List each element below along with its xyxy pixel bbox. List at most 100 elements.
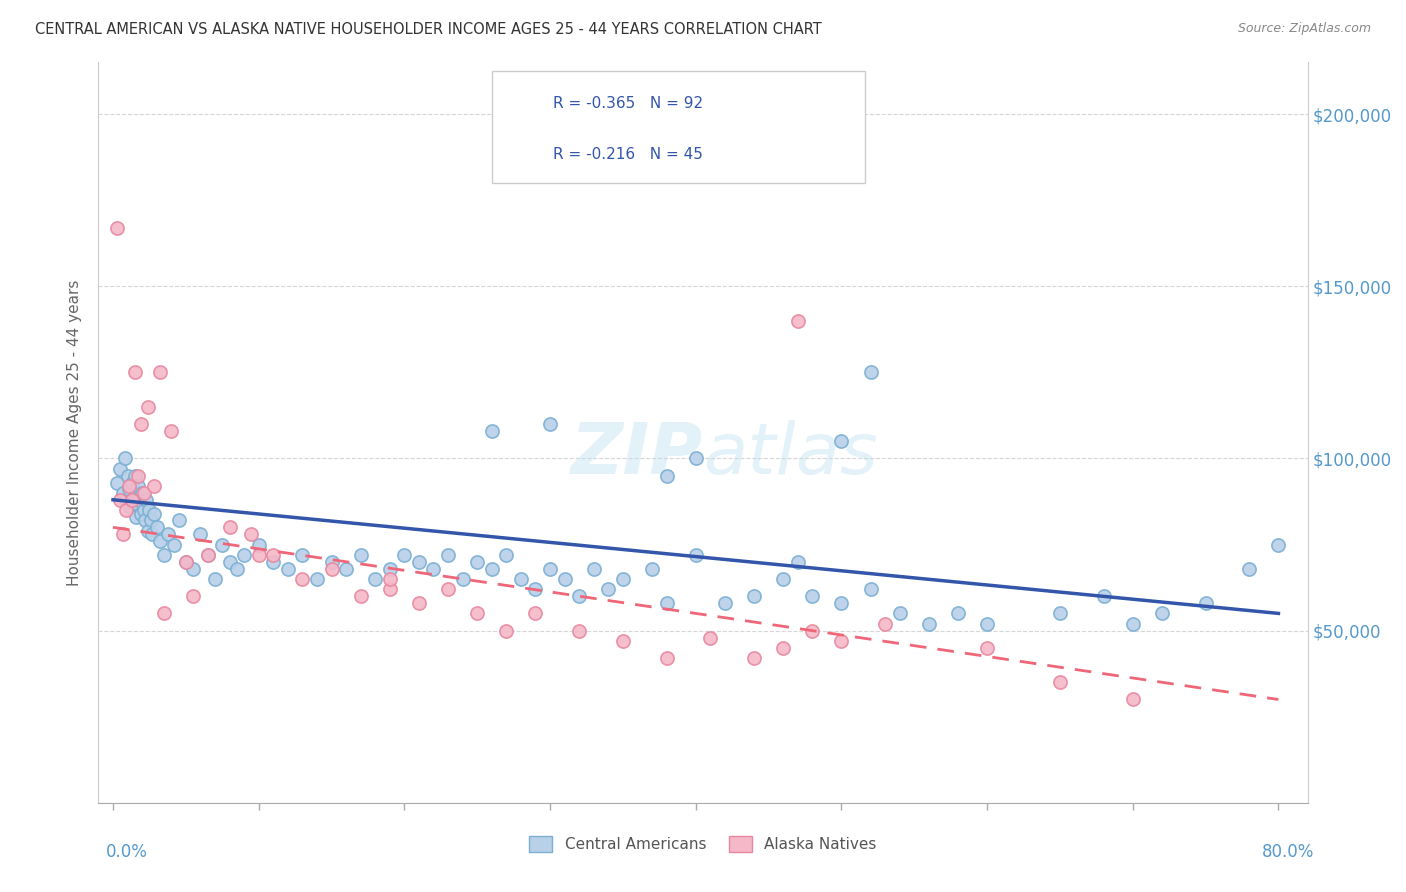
- Point: [524, 582, 547, 597]
- Point: [481, 424, 503, 438]
- Point: [118, 479, 141, 493]
- Point: [115, 492, 138, 507]
- Point: [918, 616, 941, 631]
- Point: [378, 572, 401, 586]
- Text: R = -0.365   N = 92: R = -0.365 N = 92: [553, 96, 703, 111]
- Point: [120, 500, 142, 514]
- Point: [149, 534, 172, 549]
- Point: [247, 537, 270, 551]
- Point: [568, 624, 591, 638]
- Point: [117, 468, 139, 483]
- Point: [685, 451, 707, 466]
- Point: [105, 220, 128, 235]
- Point: [437, 582, 460, 597]
- Point: [875, 616, 897, 631]
- Point: [124, 365, 146, 379]
- Point: [422, 561, 444, 575]
- Point: [1267, 537, 1289, 551]
- Point: [225, 561, 247, 575]
- Point: [139, 513, 162, 527]
- Point: [772, 640, 794, 655]
- Point: [197, 548, 219, 562]
- Point: [121, 475, 143, 490]
- Point: [218, 520, 240, 534]
- Point: [495, 624, 517, 638]
- Point: [976, 616, 998, 631]
- Point: [247, 548, 270, 562]
- Point: [699, 631, 721, 645]
- Point: [114, 451, 136, 466]
- Point: [240, 527, 263, 541]
- Y-axis label: Householder Income Ages 25 - 44 years: Householder Income Ages 25 - 44 years: [67, 279, 83, 586]
- Point: [859, 365, 882, 379]
- Point: [350, 589, 373, 603]
- Point: [211, 537, 233, 551]
- Point: [115, 503, 138, 517]
- Point: [830, 434, 852, 449]
- Point: [830, 634, 852, 648]
- Point: [135, 492, 157, 507]
- Point: [378, 582, 401, 597]
- Point: [321, 561, 343, 575]
- Point: [1122, 692, 1144, 706]
- Point: [801, 624, 824, 638]
- Point: [233, 548, 256, 562]
- Text: Source: ZipAtlas.com: Source: ZipAtlas.com: [1237, 22, 1371, 36]
- Point: [538, 417, 561, 431]
- Point: [160, 424, 183, 438]
- Point: [127, 468, 149, 483]
- Point: [136, 524, 159, 538]
- Point: [612, 634, 634, 648]
- Text: R = -0.216   N = 45: R = -0.216 N = 45: [553, 147, 703, 161]
- Point: [167, 513, 190, 527]
- Point: [495, 548, 517, 562]
- Point: [112, 486, 135, 500]
- Point: [786, 555, 808, 569]
- Point: [141, 527, 163, 541]
- Point: [134, 513, 156, 527]
- Legend: Central Americans, Alaska Natives: Central Americans, Alaska Natives: [523, 830, 883, 858]
- Point: [122, 496, 145, 510]
- Text: CENTRAL AMERICAN VS ALASKA NATIVE HOUSEHOLDER INCOME AGES 25 - 44 YEARS CORRELAT: CENTRAL AMERICAN VS ALASKA NATIVE HOUSEH…: [35, 22, 823, 37]
- Point: [889, 607, 911, 621]
- Point: [437, 548, 460, 562]
- Point: [142, 479, 165, 493]
- Point: [153, 548, 176, 562]
- Point: [145, 520, 167, 534]
- Point: [142, 507, 165, 521]
- Point: [641, 561, 664, 575]
- Point: [451, 572, 474, 586]
- Point: [321, 555, 343, 569]
- Point: [509, 572, 531, 586]
- Point: [1049, 607, 1071, 621]
- Point: [1092, 589, 1115, 603]
- Point: [174, 555, 197, 569]
- Text: ZIP: ZIP: [571, 420, 703, 490]
- Point: [655, 468, 678, 483]
- Point: [110, 462, 132, 476]
- Point: [124, 468, 146, 483]
- Point: [364, 572, 387, 586]
- Point: [112, 527, 135, 541]
- Point: [685, 548, 707, 562]
- Point: [394, 548, 416, 562]
- Point: [742, 589, 765, 603]
- Point: [157, 527, 180, 541]
- Point: [612, 572, 634, 586]
- Point: [118, 483, 141, 497]
- Point: [582, 561, 605, 575]
- Point: [262, 548, 284, 562]
- Point: [772, 572, 794, 586]
- Point: [538, 561, 561, 575]
- Point: [105, 475, 128, 490]
- Point: [138, 503, 160, 517]
- Point: [181, 561, 204, 575]
- Point: [110, 492, 132, 507]
- Point: [1122, 616, 1144, 631]
- Point: [291, 548, 314, 562]
- Point: [742, 651, 765, 665]
- Point: [262, 555, 284, 569]
- Point: [786, 314, 808, 328]
- Point: [1150, 607, 1173, 621]
- Point: [859, 582, 882, 597]
